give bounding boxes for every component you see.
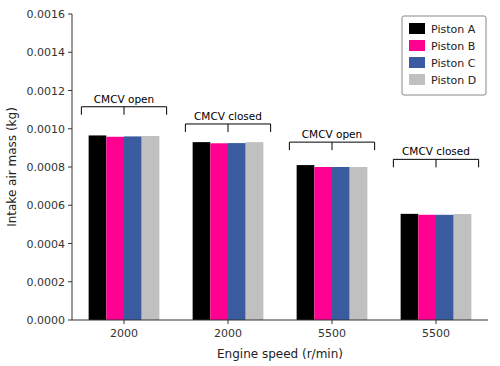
annotation: CMCV open (94, 93, 154, 105)
y-tick (68, 320, 72, 321)
bar (124, 136, 142, 320)
y-tick-label: 0.0002 (27, 276, 66, 289)
y-tick-label: 0.0016 (27, 8, 66, 21)
y-tick (68, 243, 72, 244)
bar (436, 215, 454, 320)
legend: Piston A Piston B Piston C Piston D (402, 16, 486, 95)
y-tick (68, 281, 72, 282)
x-tick (124, 320, 125, 324)
legend-swatch (409, 57, 425, 68)
x-tick-label: 5500 (422, 327, 450, 340)
x-tick (332, 320, 333, 324)
y-tick-label: 0.0008 (27, 161, 66, 174)
legend-swatch (409, 23, 425, 34)
bar (454, 214, 472, 320)
bar (228, 143, 246, 320)
annotation: CMCV closed (402, 145, 470, 157)
bracket (393, 159, 478, 167)
y-tick (68, 52, 72, 53)
bar (350, 167, 368, 320)
bar (142, 136, 160, 320)
legend-frame (402, 16, 486, 95)
x-tick-label: 2000 (110, 327, 138, 340)
bar (89, 135, 107, 320)
bar (106, 137, 124, 320)
chart: 0.0000 0.0002 0.0004 0.0006 0.0008 0.0010 0.00… (0, 0, 500, 366)
bar (297, 165, 315, 320)
x-tick (228, 320, 229, 324)
bars (89, 135, 472, 320)
legend-label: Piston C (431, 57, 476, 70)
bar (418, 215, 436, 320)
bar (210, 143, 228, 320)
y-tick (68, 14, 72, 15)
legend-swatch (409, 74, 425, 85)
bracket (185, 124, 270, 132)
y-tick-label: 0.0010 (27, 123, 66, 136)
y-tick (68, 167, 72, 168)
y-tick-label: 0.0012 (27, 85, 66, 98)
y-axis-label: Intake air mass (kg) (5, 107, 19, 227)
legend-label: Piston D (431, 74, 476, 87)
x-axis-line (72, 320, 488, 321)
annotation: CMCV closed (194, 110, 262, 122)
x-tick-label: 5500 (318, 327, 346, 340)
y-tick (68, 128, 72, 129)
legend-swatch (409, 40, 425, 51)
x-axis-label: Engine speed (r/min) (217, 347, 343, 361)
bar (246, 142, 264, 320)
x-tick-label: 2000 (214, 327, 242, 340)
legend-label: Piston A (431, 23, 476, 36)
annotation: CMCV open (302, 128, 362, 140)
bar (193, 142, 211, 320)
y-tick-label: 0.0006 (27, 199, 66, 212)
y-tick-label: 0.0000 (27, 314, 66, 327)
bar (332, 167, 350, 320)
y-tick (68, 205, 72, 206)
bar (314, 167, 332, 320)
bracket (289, 142, 374, 150)
y-tick-label: 0.0004 (27, 238, 66, 251)
y-tick (68, 90, 72, 91)
bracket (81, 107, 166, 115)
x-tick (436, 320, 437, 324)
bar (401, 214, 419, 320)
y-tick-label: 0.0014 (27, 46, 66, 59)
legend-label: Piston B (431, 40, 475, 53)
